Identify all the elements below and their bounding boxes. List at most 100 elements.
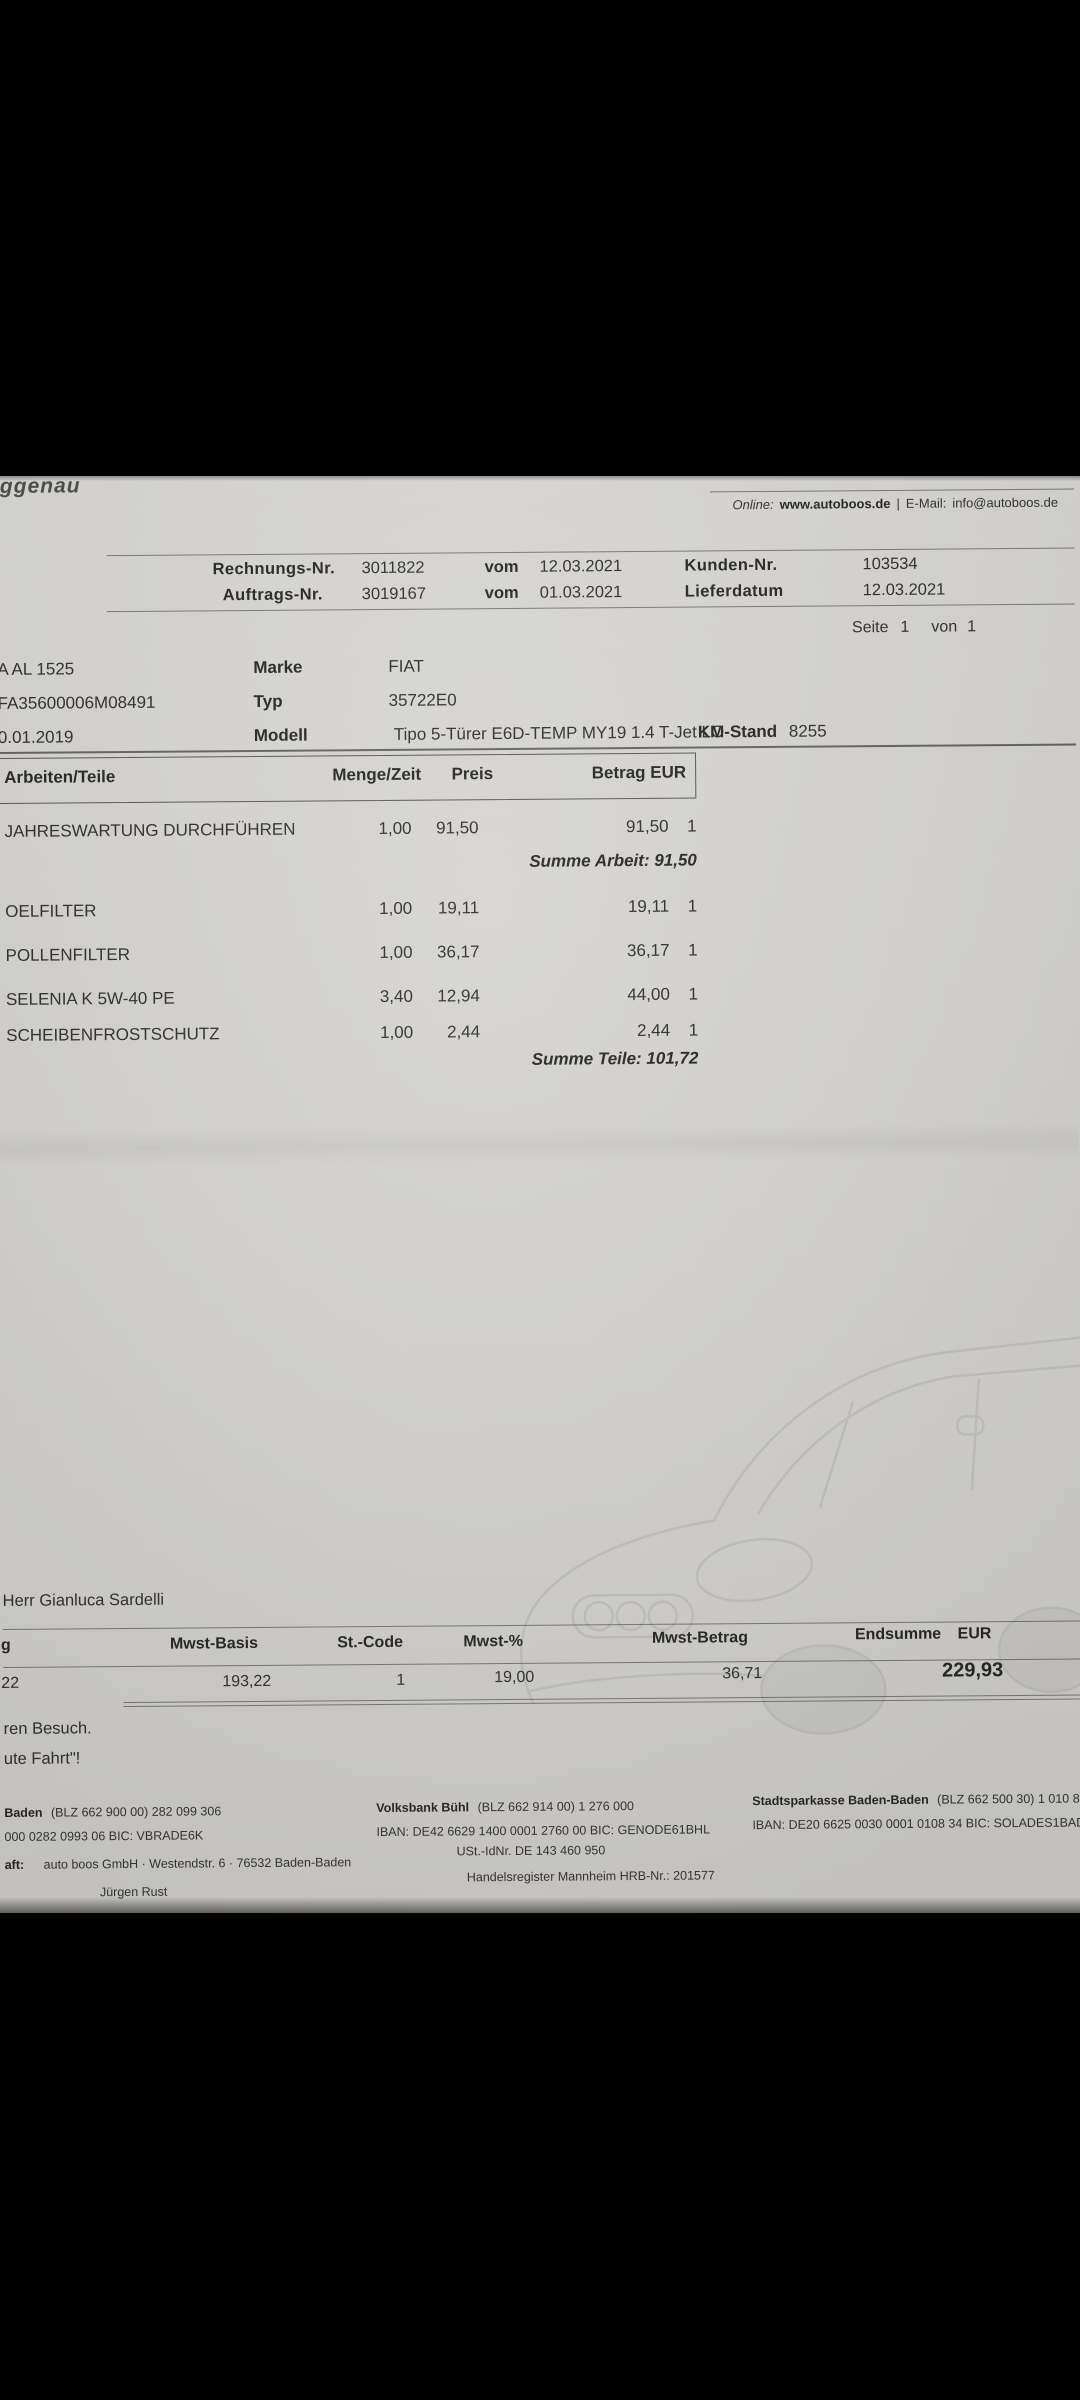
kunden-label: Kunden-Nr. <box>684 555 778 575</box>
table-row: SELENIA K 5W-40 PE 3,40 12,94 44,00 1 <box>6 985 698 1012</box>
totals-col-mwst-betrag: Mwst-Betrag <box>651 1629 749 1647</box>
closing-line-1: ren Besuch. <box>3 1719 92 1738</box>
item-name: SCHEIBENFROSTSCHUTZ <box>6 1024 220 1045</box>
col-header-item: Arbeiten/Teile <box>4 767 116 787</box>
item-price: 91,50 <box>435 818 479 838</box>
table-row: OELFILTER 1,00 19,11 19,11 1 <box>5 897 697 924</box>
item-name: SELENIA K 5W-40 PE <box>5 988 175 1009</box>
table-row: SCHEIBENFROSTSCHUTZ 1,00 2,44 2,44 1 <box>6 1021 698 1048</box>
item-name: OELFILTER <box>5 901 97 921</box>
website-link[interactable]: www.autoboos.de <box>779 495 891 512</box>
marke-value: FIAT <box>388 656 424 676</box>
contact-line: Online: www.autoboos.de | E-Mail: info@a… <box>732 495 1058 513</box>
rechnung-label: Rechnungs-Nr. <box>212 559 336 579</box>
km-value: 8255 <box>788 721 827 741</box>
auftrag-date: 01.03.2021 <box>539 583 623 602</box>
item-taxcode: 1 <box>687 896 698 916</box>
bank2-line1: Volksbank Bühl (BLZ 662 914 00) 1 276 00… <box>376 1799 634 1815</box>
marke-label: Marke <box>253 657 303 677</box>
separator: | <box>896 495 900 511</box>
totals-mwst-betrag: 36,71 <box>722 1665 763 1683</box>
auftrag-number: 3019167 <box>361 584 427 604</box>
totals-col-basis: Mwst-Basis <box>169 1634 259 1653</box>
item-price: 19,11 <box>437 898 480 918</box>
paper-bottom-shadow <box>0 1897 1080 1913</box>
endsumme-label: Endsumme <box>854 1625 942 1644</box>
vom-label: vom <box>484 583 519 603</box>
col-header-amount: Betrag EUR <box>591 762 687 783</box>
item-amount: 19,11 <box>627 896 670 917</box>
modell-label: Modell <box>253 725 308 745</box>
item-amount: 44,00 <box>627 984 670 1005</box>
km-label: KM-Stand <box>697 721 778 742</box>
vin-fragment: FA35600006M08491 <box>0 692 156 714</box>
modell-value: Tipo 5-Türer E6D-TEMP MY19 1.4 T-Jet LO <box>393 722 725 744</box>
item-taxcode: 1 <box>688 984 698 1004</box>
rechnung-number: 3011822 <box>361 558 425 578</box>
item-name: POLLENFILTER <box>5 944 131 965</box>
item-taxcode: 1 <box>687 940 698 960</box>
invoice-photo: ggenau Online: www.autoboos.de | E-Mail:… <box>0 476 1080 1913</box>
regdate-fragment: 0.01.2019 <box>0 727 74 748</box>
rechnung-date: 12.03.2021 <box>539 557 623 576</box>
ust-line: USt.-IdNr. DE 143 460 950 <box>456 1843 606 1859</box>
car-watermark <box>519 1336 1080 1735</box>
eur-label: EUR <box>957 1625 992 1643</box>
bank3-details: (BLZ 662 500 30) 1 010 834 <box>937 1791 1080 1807</box>
item-name: JAHRESWARTUNG DURCHFÜHREN <box>4 819 296 841</box>
col-header-price: Preis <box>451 764 494 784</box>
totals-betrag-fragment: 22 <box>1 1674 20 1693</box>
vehicle-row-vin: FA35600006M08491 Typ 35722E0 <box>0 686 1076 716</box>
item-price: 2,44 <box>447 1022 481 1042</box>
bank1-line1: Baden (BLZ 662 900 00) 282 099 306 <box>4 1804 221 1820</box>
liefer-date: 12.03.2021 <box>862 580 946 600</box>
totals-col-endsumme: Endsumme EUR <box>855 1625 992 1644</box>
bank1-details: (BLZ 662 900 00) 282 099 306 <box>50 1804 222 1820</box>
item-taxcode: 1 <box>688 1020 699 1040</box>
parts-sum: Summe Teile: 101,72 <box>531 1048 699 1069</box>
col-header-qty: Menge/Zeit <box>332 764 422 785</box>
bank1-line2: 000 0282 0993 06 BIC: VBRADE6K <box>4 1828 204 1844</box>
bank3-name: Stadtsparkasse Baden-Baden <box>752 1792 929 1809</box>
plate-fragment: A AL 1525 <box>0 659 75 680</box>
header-rule <box>709 488 1074 493</box>
email-label: E-Mail: <box>905 495 947 511</box>
typ-label: Typ <box>253 691 283 711</box>
company-line: aft: auto boos GmbH · Westendstr. 6 · 76… <box>5 1855 352 1872</box>
table-row: POLLENFILTER 1,00 36,17 36,17 1 <box>5 941 697 968</box>
online-label: Online: <box>732 496 774 513</box>
liefer-label: Lieferdatum <box>684 581 784 601</box>
table-row: JAHRESWARTUNG DURCHFÜHREN 1,00 91,50 91,… <box>5 817 697 844</box>
bank1-name: Baden <box>4 1805 43 1820</box>
totals-stcode: 1 <box>396 1671 406 1689</box>
letterbox-bottom <box>0 1913 1080 2400</box>
invoice-sheet: ggenau Online: www.autoboos.de | E-Mail:… <box>0 476 1080 1913</box>
paper-top-shadow <box>0 476 1080 481</box>
von-number: 1 <box>967 618 977 636</box>
bank3-line1: Stadtsparkasse Baden-Baden (BLZ 662 500 … <box>752 1791 1080 1808</box>
typ-value: 35722E0 <box>388 690 457 710</box>
totals-col-pct: Mwst-% <box>463 1632 524 1651</box>
invoice-number-row: Rechnungs-Nr. 3011822 vom 12.03.2021 Kun… <box>0 554 1075 584</box>
seite-number: 1 <box>900 618 910 636</box>
item-amount: 36,17 <box>626 940 670 961</box>
page-indicator: Seite 1 von 1 <box>852 618 976 637</box>
seite-label: Seite <box>851 619 889 637</box>
bank3-line2: IBAN: DE20 6625 0030 0001 0108 34 BIC: S… <box>752 1815 1080 1833</box>
von-label: von <box>931 618 958 636</box>
closing-line-2: ute Fahrt"! <box>3 1749 81 1768</box>
auftrag-label: Auftrags-Nr. <box>222 585 323 605</box>
company-label-fragment: aft: <box>4 1857 25 1872</box>
item-price: 36,17 <box>436 942 480 962</box>
item-price: 12,94 <box>437 986 480 1006</box>
item-amount: 2,44 <box>636 1020 671 1040</box>
labor-sum: Summe Arbeit: 91,50 <box>529 850 697 871</box>
vehicle-row-plate: A AL 1525 Marke FIAT <box>0 652 1075 682</box>
vom-label: vom <box>484 557 519 577</box>
item-taxcode: 1 <box>687 816 697 836</box>
company-address: auto boos GmbH · Westendstr. 6 · 76532 B… <box>43 1855 352 1872</box>
totals-basis: 193,22 <box>222 1672 272 1691</box>
item-amount: 91,50 <box>625 816 669 837</box>
email-address[interactable]: info@autoboos.de <box>952 494 1059 511</box>
